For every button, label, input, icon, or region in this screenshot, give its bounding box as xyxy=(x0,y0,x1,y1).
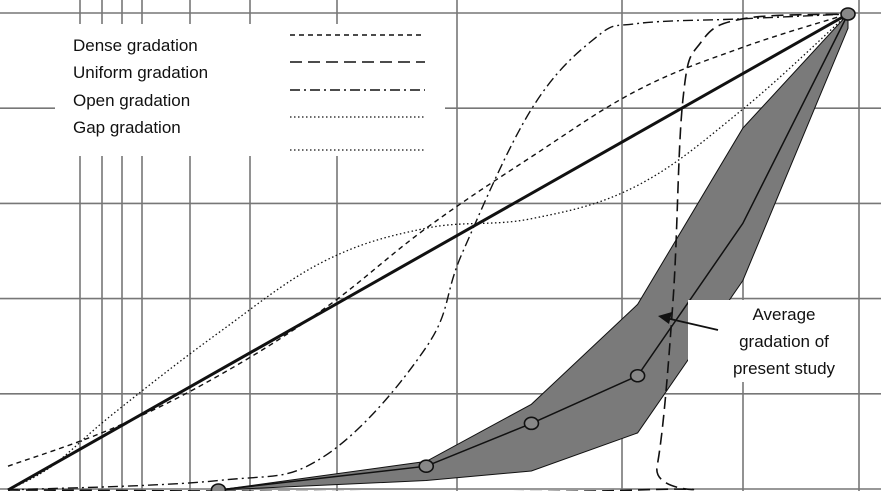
legend: Dense gradation Uniform gradation Open gra… xyxy=(73,34,425,151)
dense-gradation-curve xyxy=(7,13,849,467)
legend-label: Dense gradation xyxy=(73,36,198,55)
present-study-band xyxy=(218,12,849,491)
average-gradation-marker xyxy=(210,483,227,491)
annotation-text: Average xyxy=(752,305,815,324)
average-gradation-curve xyxy=(218,13,849,491)
annotation: Average gradation of present study xyxy=(658,300,848,382)
maximum-density-line xyxy=(7,12,849,491)
gradation-curves xyxy=(7,7,856,491)
average-gradation-marker xyxy=(840,7,856,21)
annotation-text: gradation of xyxy=(739,332,829,351)
gap-gradation-curve xyxy=(7,13,849,491)
uniform-gradation-curve xyxy=(7,13,849,491)
average-gradation-marker xyxy=(418,459,435,474)
present-study-band-area xyxy=(218,12,849,491)
annotation-background xyxy=(688,300,848,382)
legend-label: Gap gradation xyxy=(73,118,181,137)
annotation-arrow-head xyxy=(658,312,672,324)
average-gradation-marker xyxy=(523,416,540,431)
legend-label: Open gradation xyxy=(73,91,190,110)
average-gradation-marker xyxy=(629,368,646,383)
legend-label: Uniform gradation xyxy=(73,63,208,82)
annotation-text: present study xyxy=(733,359,836,378)
annotation-arrow xyxy=(665,317,719,331)
